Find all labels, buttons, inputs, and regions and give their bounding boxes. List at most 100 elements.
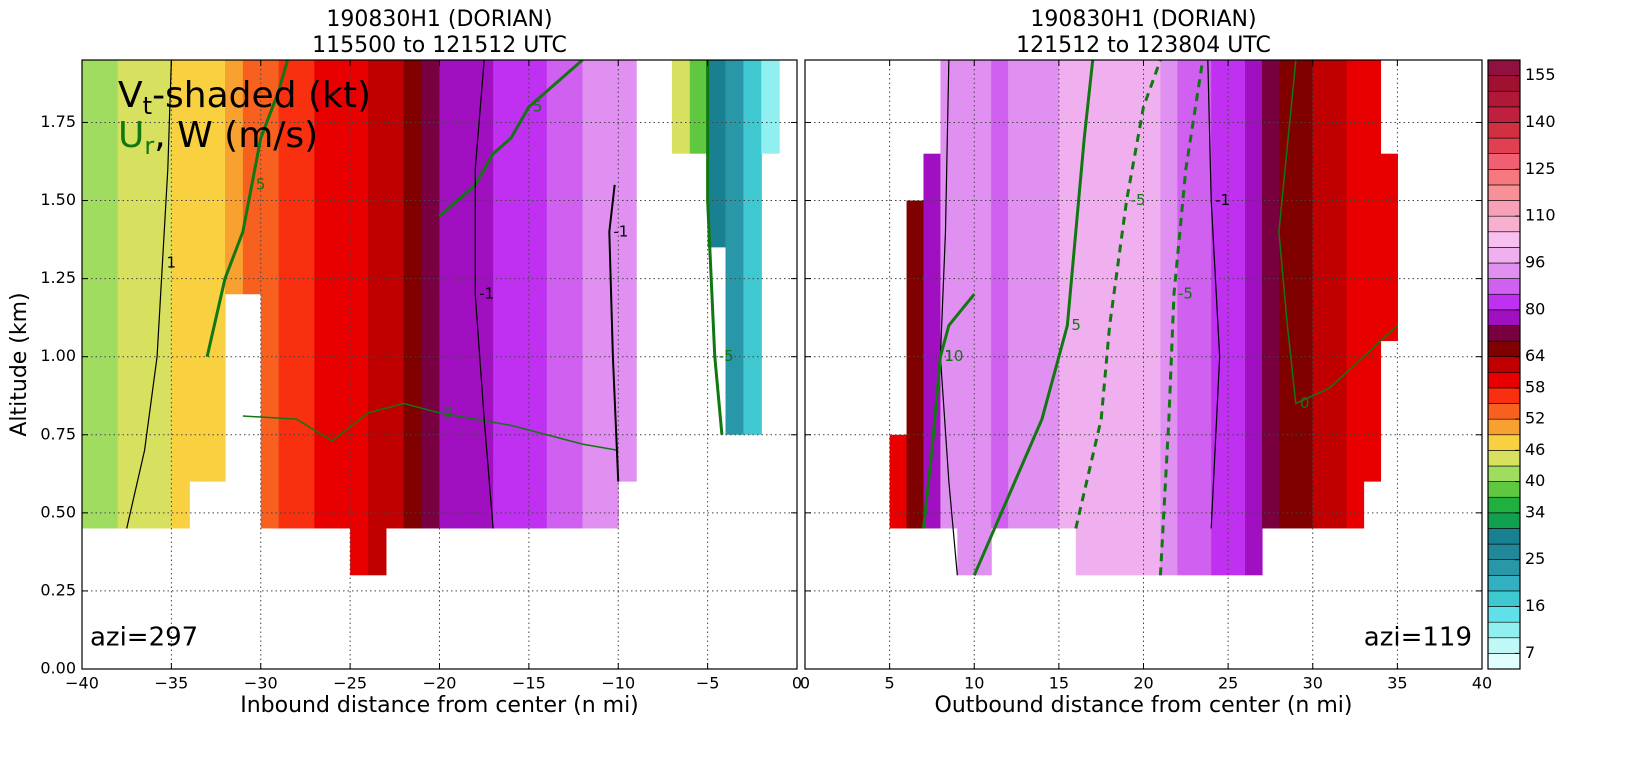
colorbar-box <box>1487 262 1521 279</box>
colorbar-box <box>1487 528 1521 545</box>
colorbar-box <box>1487 653 1521 670</box>
shaded-cell <box>1329 60 1348 529</box>
colorbar-box <box>1487 90 1521 108</box>
shaded-cell <box>923 153 941 529</box>
shaded-cell <box>1109 60 1128 576</box>
colorbar-box <box>1487 590 1521 607</box>
contour-label: 5 <box>256 175 266 193</box>
y-tick-label: 1.75 <box>40 112 76 131</box>
colorbar-box <box>1487 481 1521 498</box>
shaded-cell <box>1312 60 1331 529</box>
shaded-cell <box>546 60 566 529</box>
shaded-cell <box>82 60 101 529</box>
colorbar-box <box>1487 169 1521 186</box>
colorbar-box <box>1487 387 1521 404</box>
colorbar-box <box>1487 372 1521 389</box>
colorbar-tick-label: 110 <box>1525 206 1556 225</box>
x-tick-label: −35 <box>154 674 188 693</box>
contour-label: -5 <box>1178 285 1193 303</box>
colorbar-tick-label: 46 <box>1525 440 1545 459</box>
colorbar-tick-label: 125 <box>1525 159 1556 178</box>
x-tick-label: 20 <box>1133 674 1153 693</box>
x-tick-label: 0 <box>792 674 802 693</box>
legend-part: t <box>143 92 152 120</box>
shaded-cell <box>1025 60 1043 529</box>
contour-label: 5 <box>533 97 543 115</box>
contour-label: -5 <box>1131 191 1146 209</box>
colorbar-box <box>1487 153 1521 170</box>
colorbar-box <box>1487 621 1521 639</box>
shaded-cell <box>940 60 958 529</box>
chart-title: 115500 to 121512 UTC <box>312 33 567 58</box>
colorbar-box <box>1487 543 1521 560</box>
x-tick-label: −10 <box>601 674 635 693</box>
contour-line <box>1278 60 1398 405</box>
contour-line <box>205 60 290 358</box>
shaded-cell <box>1380 153 1398 342</box>
colorbar-box <box>1487 465 1521 482</box>
x-tick-label: 5 <box>885 674 895 693</box>
contour-line <box>242 402 619 452</box>
colorbar-box <box>1487 403 1521 420</box>
shaded-cell <box>743 60 762 435</box>
chart-title: 190830H1 (DORIAN) <box>1030 7 1256 32</box>
colorbar-box <box>1487 278 1521 295</box>
shaded-cell <box>906 200 925 529</box>
shaded-cell <box>1261 60 1280 529</box>
y-tick-label: 0.75 <box>40 424 76 443</box>
contour-line <box>438 60 584 218</box>
colorbar-tick-label: 52 <box>1525 409 1545 428</box>
legend-text: Vt-shaded (kt) <box>118 75 371 120</box>
shaded-cell <box>421 60 441 529</box>
legend-part: r <box>144 132 154 160</box>
shaded-cell <box>332 60 351 529</box>
shaded-cell <box>385 60 405 529</box>
contour-line <box>126 60 172 529</box>
y-axis-label: Altitude (km) <box>7 292 32 436</box>
legend-part: -shaded (kt) <box>152 75 371 116</box>
annotation: azi=297 <box>90 623 198 653</box>
x-axis-label: Inbound distance from center (n mi) <box>240 693 639 718</box>
shaded-cell <box>761 60 780 154</box>
legend-part: , W (m/s) <box>154 115 318 156</box>
colorbar-tick-label: 58 <box>1525 377 1545 396</box>
contour-line <box>972 60 1095 576</box>
shaded-cell <box>618 60 637 482</box>
x-tick-label: 35 <box>1387 674 1407 693</box>
colorbar-tick-label: 155 <box>1525 65 1556 84</box>
contour-label: 1 <box>166 254 176 272</box>
shaded-cell <box>600 60 619 529</box>
contour-label: -1 <box>479 285 494 303</box>
colorbar-box <box>1487 356 1521 373</box>
contour-label: 0 <box>444 403 454 421</box>
colorbar-tick-label: 40 <box>1525 471 1545 490</box>
x-tick-label: 30 <box>1303 674 1323 693</box>
x-tick-label: −15 <box>512 674 546 693</box>
shaded-cell <box>171 60 190 529</box>
colorbar-tick-label: 96 <box>1525 253 1545 272</box>
legend-part: U <box>118 115 144 156</box>
plot-area: 110 5 -5 -5 -1 0 <box>805 60 1482 669</box>
contour-label: -1 <box>613 222 628 240</box>
shaded-cell <box>689 60 709 154</box>
shaded-cell <box>439 60 458 529</box>
x-tick-label: 40 <box>1472 674 1492 693</box>
x-tick-label: 10 <box>964 674 984 693</box>
contour-label: 10 <box>944 347 963 365</box>
annotation: azi=119 <box>1364 623 1472 653</box>
colorbar-box <box>1487 137 1521 154</box>
contour-line <box>1207 60 1221 529</box>
x-tick-label: 15 <box>1049 674 1069 693</box>
colorbar-box <box>1487 418 1521 436</box>
shaded-cell <box>1194 60 1212 576</box>
shaded-cell <box>528 60 548 529</box>
contour-label: -5 <box>719 347 734 365</box>
y-tick-label: 1.25 <box>40 268 76 287</box>
shaded-cell <box>493 60 512 529</box>
y-tick-label: 1.50 <box>40 190 76 209</box>
colorbar-box <box>1487 247 1521 264</box>
shaded-cell <box>957 60 975 576</box>
legend-part: V <box>118 75 143 116</box>
x-tick-label: −5 <box>696 674 720 693</box>
